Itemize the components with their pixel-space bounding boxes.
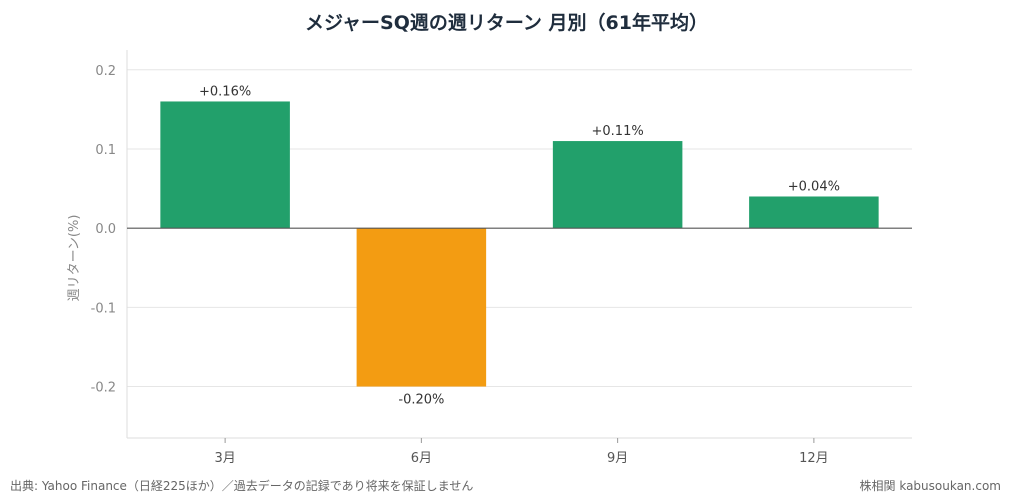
- source-note: 出典: Yahoo Finance（日経225ほか）／過去データの記録であり将来…: [10, 479, 474, 493]
- axes: -0.2 -0.1 0.0 0.1 0.2 3月 6月 9月 12月: [91, 50, 912, 466]
- data-label: +0.16%: [199, 84, 251, 99]
- data-label: +0.04%: [788, 179, 840, 194]
- data-labels: +0.16% -0.20% +0.11% +0.04%: [127, 84, 912, 408]
- bar-4: [749, 196, 879, 229]
- brand-credit: 株相関 kabusoukan.com: [859, 479, 1001, 493]
- y-axis-label: 週リターン(%): [67, 215, 82, 302]
- x-tick-label: 3月: [214, 451, 235, 466]
- x-tick-label: 9月: [607, 451, 628, 466]
- y-tick-label: 0.0: [95, 222, 116, 237]
- x-tick-label: 12月: [799, 451, 829, 466]
- x-tick-label: 6月: [411, 451, 432, 466]
- bar-1: [160, 101, 290, 229]
- y-tick-label: 0.2: [95, 64, 116, 79]
- bars: [160, 101, 879, 387]
- y-tick-label: -0.2: [91, 381, 116, 396]
- bar-2: [356, 228, 487, 387]
- y-tick-label: -0.1: [91, 301, 116, 316]
- data-label: +0.11%: [592, 124, 644, 139]
- data-label: -0.20%: [398, 393, 444, 408]
- bar-3: [552, 141, 683, 229]
- chart-title: メジャーSQ週の週リターン 月別（61年平均）: [305, 12, 708, 34]
- y-tick-label: 0.1: [95, 143, 116, 158]
